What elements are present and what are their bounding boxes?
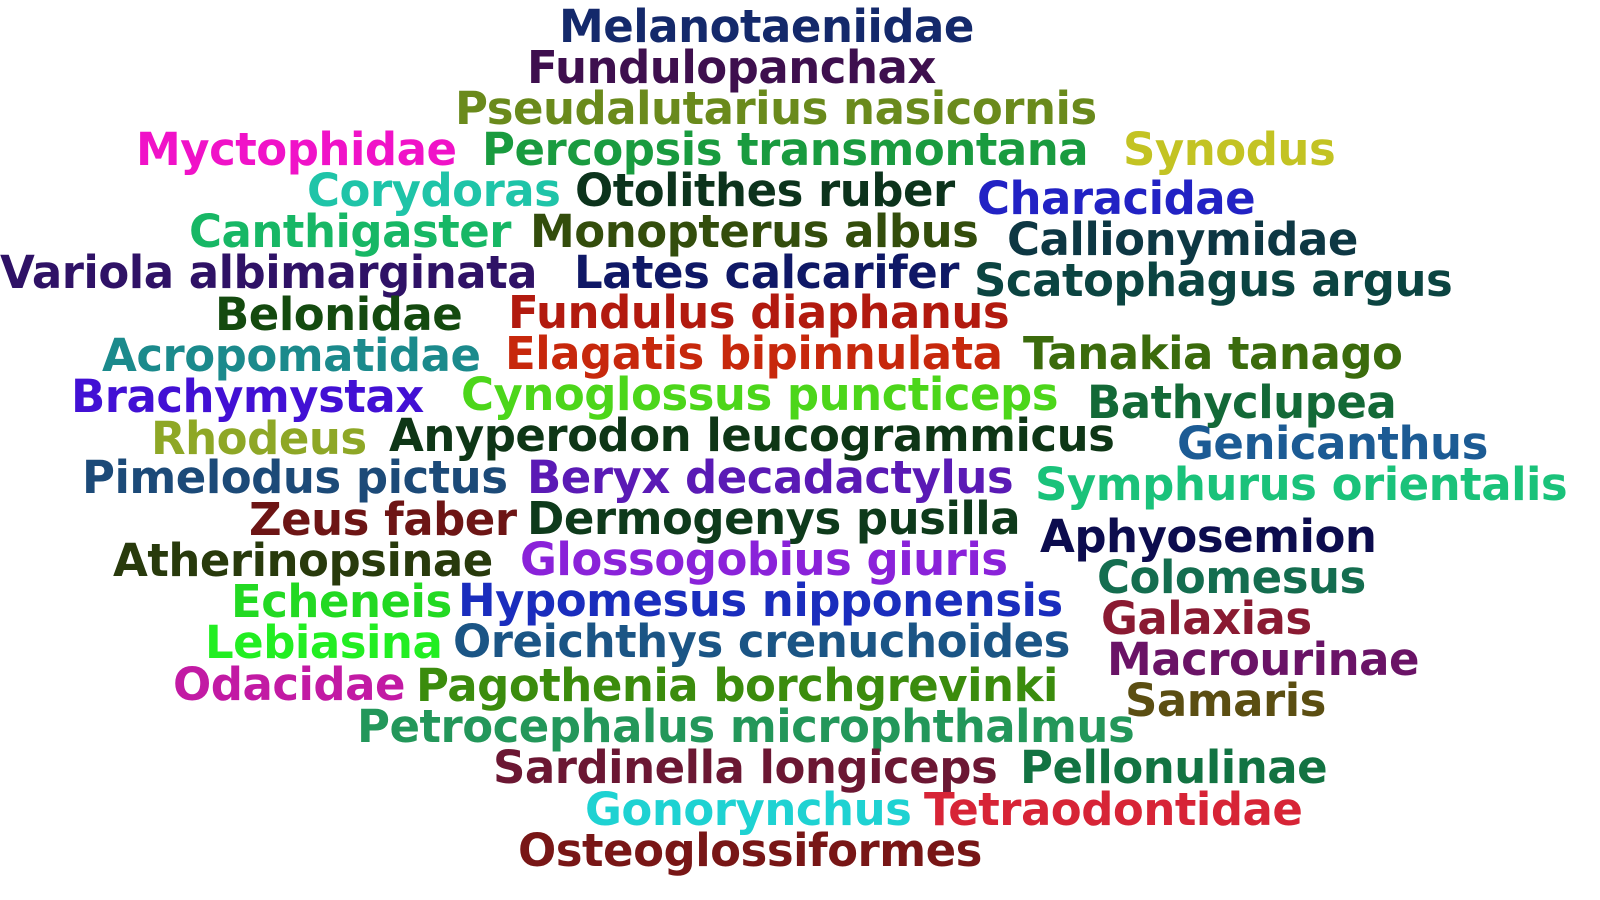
word-percopsis-transmontana: Percopsis transmontana xyxy=(482,123,1089,176)
word-glossogobius-giuris: Glossogobius giuris xyxy=(520,533,1008,586)
word-dermogenys-pusilla: Dermogenys pusilla xyxy=(527,492,1021,545)
word-gonorynchus: Gonorynchus xyxy=(585,783,912,836)
word-fundulus-diaphanus: Fundulus diaphanus xyxy=(508,286,1010,339)
word-anyperodon-leucogrammicus: Anyperodon leucogrammicus xyxy=(389,409,1115,462)
word-callionymidae: Callionymidae xyxy=(1007,213,1358,266)
word-otolithes-ruber: Otolithes ruber xyxy=(575,164,955,217)
word-hypomesus-nipponensis: Hypomesus nipponensis xyxy=(458,574,1063,627)
word-atherinopsinae: Atherinopsinae xyxy=(113,534,493,587)
word-tanakia-tanago: Tanakia tanago xyxy=(1023,327,1403,380)
word-symphurus-orientalis: Symphurus orientalis xyxy=(1035,458,1568,511)
word-bathyclupea: Bathyclupea xyxy=(1087,376,1397,429)
word-myctophidae: Myctophidae xyxy=(136,123,457,176)
word-melanotaeniidae: Melanotaeniidae xyxy=(559,0,974,53)
word-monopterus-albus: Monopterus albus xyxy=(530,205,979,258)
word-samaris: Samaris xyxy=(1125,674,1326,727)
word-sardinella-longiceps: Sardinella longiceps xyxy=(493,741,998,794)
word-pellonulinae: Pellonulinae xyxy=(1020,741,1328,794)
word-synodus: Synodus xyxy=(1123,123,1336,176)
word-pagothenia-borchgrevinki: Pagothenia borchgrevinki xyxy=(416,659,1058,712)
word-rhodeus: Rhodeus xyxy=(151,412,367,465)
word-zeus-faber: Zeus faber xyxy=(249,493,517,546)
word-elagatis-bipinnulata: Elagatis bipinnulata xyxy=(505,327,1003,380)
word-lebiasina: Lebiasina xyxy=(205,616,443,669)
word-variola-albimarginata: Variola albimarginata xyxy=(0,246,538,299)
word-pimelodus-pictus: Pimelodus pictus xyxy=(82,451,508,504)
word-aphyosemion: Aphyosemion xyxy=(1040,510,1377,563)
word-scatophagus-argus: Scatophagus argus xyxy=(974,254,1453,307)
word-osteoglossiformes: Osteoglossiformes xyxy=(518,824,982,877)
word-petrocephalus-microphthalmus: Petrocephalus microphthalmus xyxy=(357,700,1135,753)
word-macrourinae: Macrourinae xyxy=(1107,633,1420,686)
word-brachymystax: Brachymystax xyxy=(71,370,424,423)
word-fundulopanchax: Fundulopanchax xyxy=(527,41,936,94)
word-characidae: Characidae xyxy=(977,172,1256,225)
word-beryx-decadactylus: Beryx decadactylus xyxy=(527,451,1014,504)
word-oreichthys-crenuchoides: Oreichthys crenuchoides xyxy=(453,615,1070,668)
word-odacidae: Odacidae xyxy=(173,658,406,711)
word-genicanthus: Genicanthus xyxy=(1177,417,1488,470)
word-lates-calcarifer: Lates calcarifer xyxy=(574,246,959,299)
word-corydoras: Corydoras xyxy=(307,164,561,217)
word-galaxias: Galaxias xyxy=(1101,592,1312,645)
word-echeneis: Echeneis xyxy=(231,575,452,628)
word-cynoglossus-puncticeps: Cynoglossus puncticeps xyxy=(461,368,1059,421)
word-belonidae: Belonidae xyxy=(215,288,463,341)
word-pseudalutarius-nasicornis: Pseudalutarius nasicornis xyxy=(455,82,1097,135)
word-acropomatidae: Acropomatidae xyxy=(102,329,481,382)
word-canthigaster: Canthigaster xyxy=(189,205,512,258)
word-tetraodontidae: Tetraodontidae xyxy=(924,783,1303,836)
word-colomesus: Colomesus xyxy=(1097,551,1366,604)
